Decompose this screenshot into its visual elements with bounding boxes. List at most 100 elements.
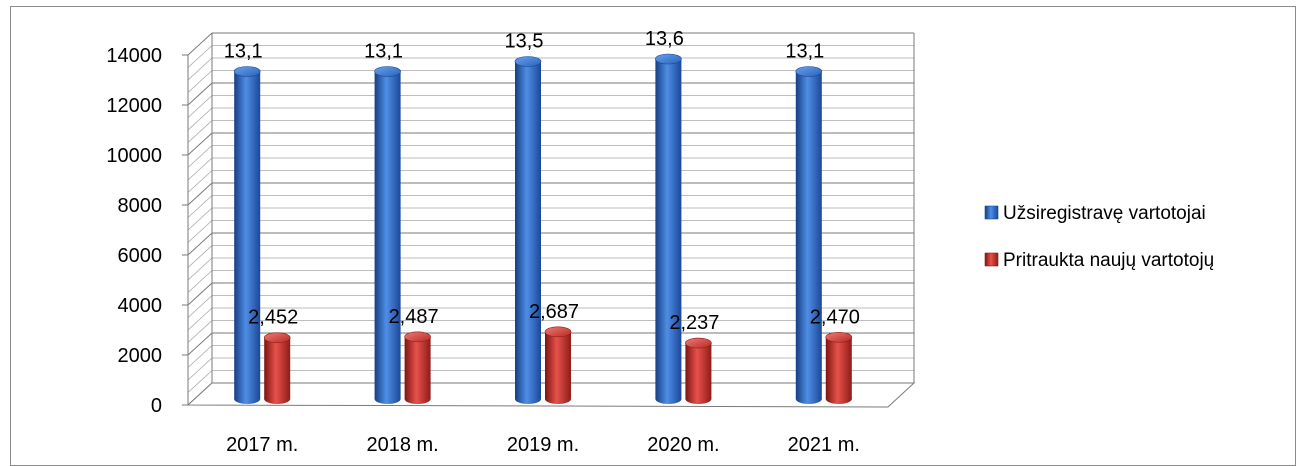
x-tick-label: 2018 m.: [366, 434, 438, 455]
side-gridline: [187, 95, 213, 118]
bar: [404, 331, 431, 404]
bar-body: [234, 71, 261, 399]
x-tick-label: 2019 m.: [507, 434, 579, 455]
bar-top: [685, 337, 712, 349]
bar: [263, 332, 291, 404]
data-label: 13,6: [645, 28, 684, 50]
bar-body: [655, 59, 682, 399]
side-gridline: [187, 120, 213, 143]
x-tick-label: 2021 m.: [788, 434, 860, 455]
data-label: 2,470: [810, 306, 860, 328]
side-gridline: [187, 182, 213, 206]
bar: [825, 331, 853, 404]
side-gridline: [187, 157, 213, 181]
bar-top: [374, 66, 401, 77]
y-axis: 0 2000 4000 6000 8000 10000 12000 14000: [106, 45, 188, 417]
bar: [544, 326, 572, 404]
side-gridline: [187, 282, 213, 306]
bar-top: [514, 56, 542, 67]
side-gridline: [187, 370, 213, 393]
side-gridline: [187, 32, 213, 56]
data-label: 2,237: [669, 312, 719, 334]
y-tick-label: 4000: [118, 295, 163, 317]
data-labels: 13,1 13,1 13,5 13,6 13,1 2,452 2,487 2,687 2,237…: [224, 28, 860, 334]
bar-top: [795, 66, 823, 77]
y-tick-label: 12000: [106, 95, 162, 117]
side-gridline: [187, 245, 213, 268]
side-gridline: [187, 232, 213, 256]
bar-base: [795, 394, 822, 404]
side-gridline: [187, 57, 213, 81]
x-tick-label: 2017 m.: [226, 434, 298, 455]
side-gridline: [187, 107, 213, 131]
bar-base: [685, 394, 712, 404]
y-tick-label: 6000: [118, 245, 163, 267]
bar-base: [545, 394, 571, 404]
bar-base: [515, 394, 541, 404]
side-gridline: [187, 70, 213, 93]
bar-body: [825, 337, 852, 399]
bar: [233, 66, 261, 404]
y-tick-label: 0: [151, 395, 162, 417]
data-label: 13,1: [364, 41, 403, 63]
side-gridline: [187, 220, 213, 243]
bar-top: [404, 331, 431, 343]
bar-base: [825, 394, 852, 404]
x-axis: 2017 m. 2018 m. 2019 m. 2020 m. 2021 m.: [226, 434, 860, 455]
side-gridline: [187, 257, 213, 281]
bar-top: [825, 331, 853, 343]
side-gridline: [187, 82, 213, 106]
bar-top: [263, 332, 291, 344]
bar: [514, 56, 542, 404]
bar-body: [795, 71, 822, 399]
side-gridline: [187, 307, 213, 331]
legend-label: Pritraukta naujų vartotojų: [1003, 250, 1214, 271]
side-gridline: [187, 357, 213, 381]
bar: [685, 337, 712, 404]
bar: [374, 66, 401, 404]
side-gridline: [187, 170, 213, 193]
bars: [233, 53, 853, 404]
bar-body: [545, 331, 571, 399]
y-tick-label: 10000: [106, 145, 162, 167]
side-gridline: [187, 195, 213, 218]
legend-label: Užsiregistravę vartotojai: [1003, 203, 1206, 224]
side-gridline: [187, 320, 213, 343]
side-gridline: [187, 145, 213, 168]
side-gridline: [187, 207, 213, 231]
bar-top: [655, 53, 682, 65]
bar: [655, 53, 682, 404]
bar-body: [515, 61, 541, 399]
bar-body: [264, 337, 291, 399]
side-gridline: [187, 132, 213, 156]
data-label: 13,5: [505, 31, 544, 53]
legend: Užsiregistravę vartotojai Pritraukta nauj…: [984, 203, 1214, 271]
bar-base: [264, 394, 291, 404]
y-tick-label: 14000: [106, 45, 162, 67]
bar-base: [234, 394, 261, 404]
bar-top: [233, 66, 261, 77]
bar-body: [685, 343, 712, 399]
x-tick-label: 2020 m.: [647, 434, 719, 455]
legend-swatch: [984, 252, 999, 267]
side-gridline: [187, 345, 213, 368]
bar-body: [374, 71, 401, 399]
bar: [795, 66, 823, 404]
bar-base: [404, 394, 431, 404]
data-label: 2,687: [529, 301, 579, 323]
side-gridline: [187, 332, 213, 356]
side-gridline: [187, 295, 213, 318]
data-label: 13,1: [224, 41, 263, 63]
legend-swatch: [984, 205, 999, 220]
data-label: 2,452: [248, 307, 298, 329]
data-label: 13,1: [785, 41, 824, 63]
side-gridline: [187, 45, 213, 68]
bar-top: [544, 326, 572, 338]
y-tick-label: 8000: [118, 195, 163, 217]
bar-base: [655, 394, 682, 404]
bar-base: [374, 394, 401, 404]
data-label: 2,487: [389, 306, 439, 328]
bar-body: [404, 336, 431, 399]
side-gridline: [187, 270, 213, 293]
